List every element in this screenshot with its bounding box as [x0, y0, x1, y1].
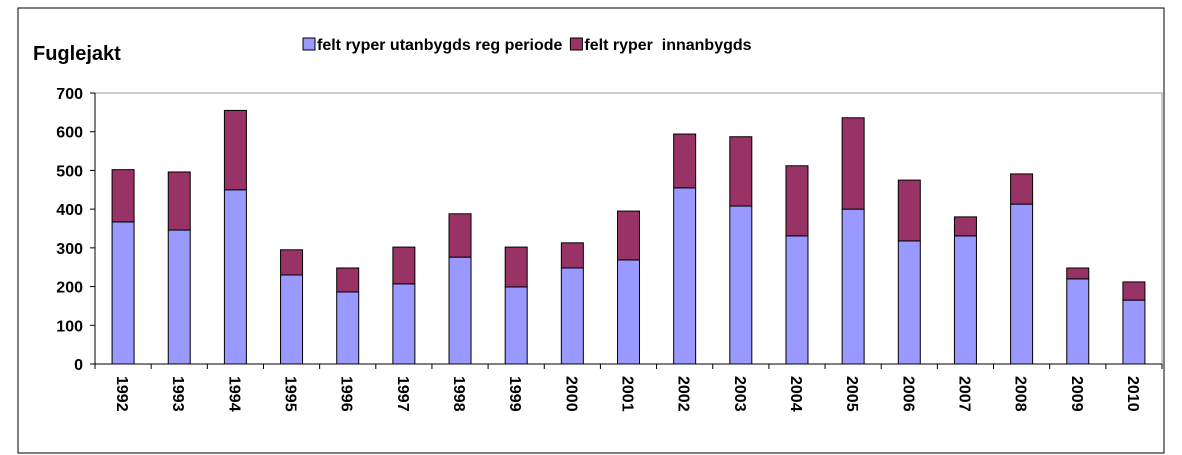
bar-segment	[785, 165, 809, 237]
bar-segment	[167, 171, 191, 231]
bar-segment	[392, 283, 416, 365]
x-tick-label: 2010	[1124, 376, 1141, 412]
bar-segment	[392, 246, 416, 285]
bar-segment	[1066, 267, 1090, 280]
x-tick-label: 1997	[394, 376, 411, 412]
bar-segment	[280, 274, 304, 365]
x-tick-label: 2000	[562, 376, 579, 412]
bar-segment	[673, 187, 697, 365]
bar-segment	[729, 136, 753, 207]
y-tick-label: 500	[56, 163, 83, 180]
x-tick-label: 2006	[899, 376, 916, 412]
bar-segment	[448, 256, 472, 365]
bar-segment	[729, 205, 753, 365]
legend-swatch	[569, 37, 583, 51]
bar-segment	[280, 249, 304, 276]
bar-segment	[953, 235, 977, 365]
bar-segment	[953, 216, 977, 237]
y-tick-label: 600	[56, 125, 83, 142]
bar-segment	[617, 259, 640, 365]
x-tick-label: 2001	[619, 376, 636, 412]
legend-label: felt ryper innanbygds	[584, 37, 751, 54]
x-tick-label: 1995	[282, 376, 299, 412]
bar-segment	[560, 267, 584, 365]
bar-segment	[841, 117, 865, 210]
bar-segment	[223, 189, 247, 365]
bar-segment	[448, 213, 472, 258]
legend-label: felt ryper utanbygds reg periode	[317, 37, 562, 54]
bar-segment	[1122, 281, 1146, 301]
x-tick-label: 2009	[1068, 376, 1085, 412]
bar-segment	[167, 229, 191, 365]
bar-segment	[1010, 203, 1034, 365]
bar-segment	[504, 286, 528, 365]
bar-segment	[111, 221, 135, 365]
bar-segment	[336, 267, 360, 293]
x-tick-label: 2003	[731, 376, 748, 412]
x-tick-label: 2008	[1012, 376, 1029, 412]
bar-segment	[560, 242, 584, 269]
x-tick-label: 2007	[955, 376, 972, 412]
bar-segment	[841, 208, 865, 365]
x-tick-label: 2005	[843, 376, 860, 412]
x-tick-label: 1993	[169, 376, 186, 412]
y-tick-label: 0	[74, 357, 83, 374]
bar-segment	[617, 210, 640, 261]
bar-segment	[673, 133, 697, 189]
bar-segment	[1010, 173, 1034, 205]
bar-segment	[1066, 278, 1090, 365]
y-tick-label: 700	[56, 86, 83, 103]
bar-segment	[111, 169, 135, 223]
bar-segment	[897, 240, 921, 365]
x-tick-label: 1996	[338, 376, 355, 412]
x-tick-label: 2002	[675, 376, 692, 412]
chart-title: Fuglejakt	[33, 43, 121, 65]
x-tick-label: 1992	[113, 376, 130, 412]
bar-segment	[336, 291, 360, 365]
y-tick-label: 200	[56, 280, 83, 297]
legend-swatch	[302, 37, 316, 51]
y-tick-label: 100	[56, 318, 83, 335]
bar-segment	[1122, 299, 1146, 365]
bar-segment	[504, 246, 528, 288]
bar-segment	[785, 235, 809, 365]
y-tick-label: 400	[56, 202, 83, 219]
bar-segment	[223, 109, 247, 191]
x-tick-label: 1998	[450, 376, 467, 412]
x-tick-label: 1994	[225, 376, 242, 412]
y-tick-label: 300	[56, 241, 83, 258]
x-tick-label: 1999	[506, 376, 523, 412]
bar-segment	[897, 179, 921, 242]
x-tick-label: 2004	[787, 376, 804, 412]
